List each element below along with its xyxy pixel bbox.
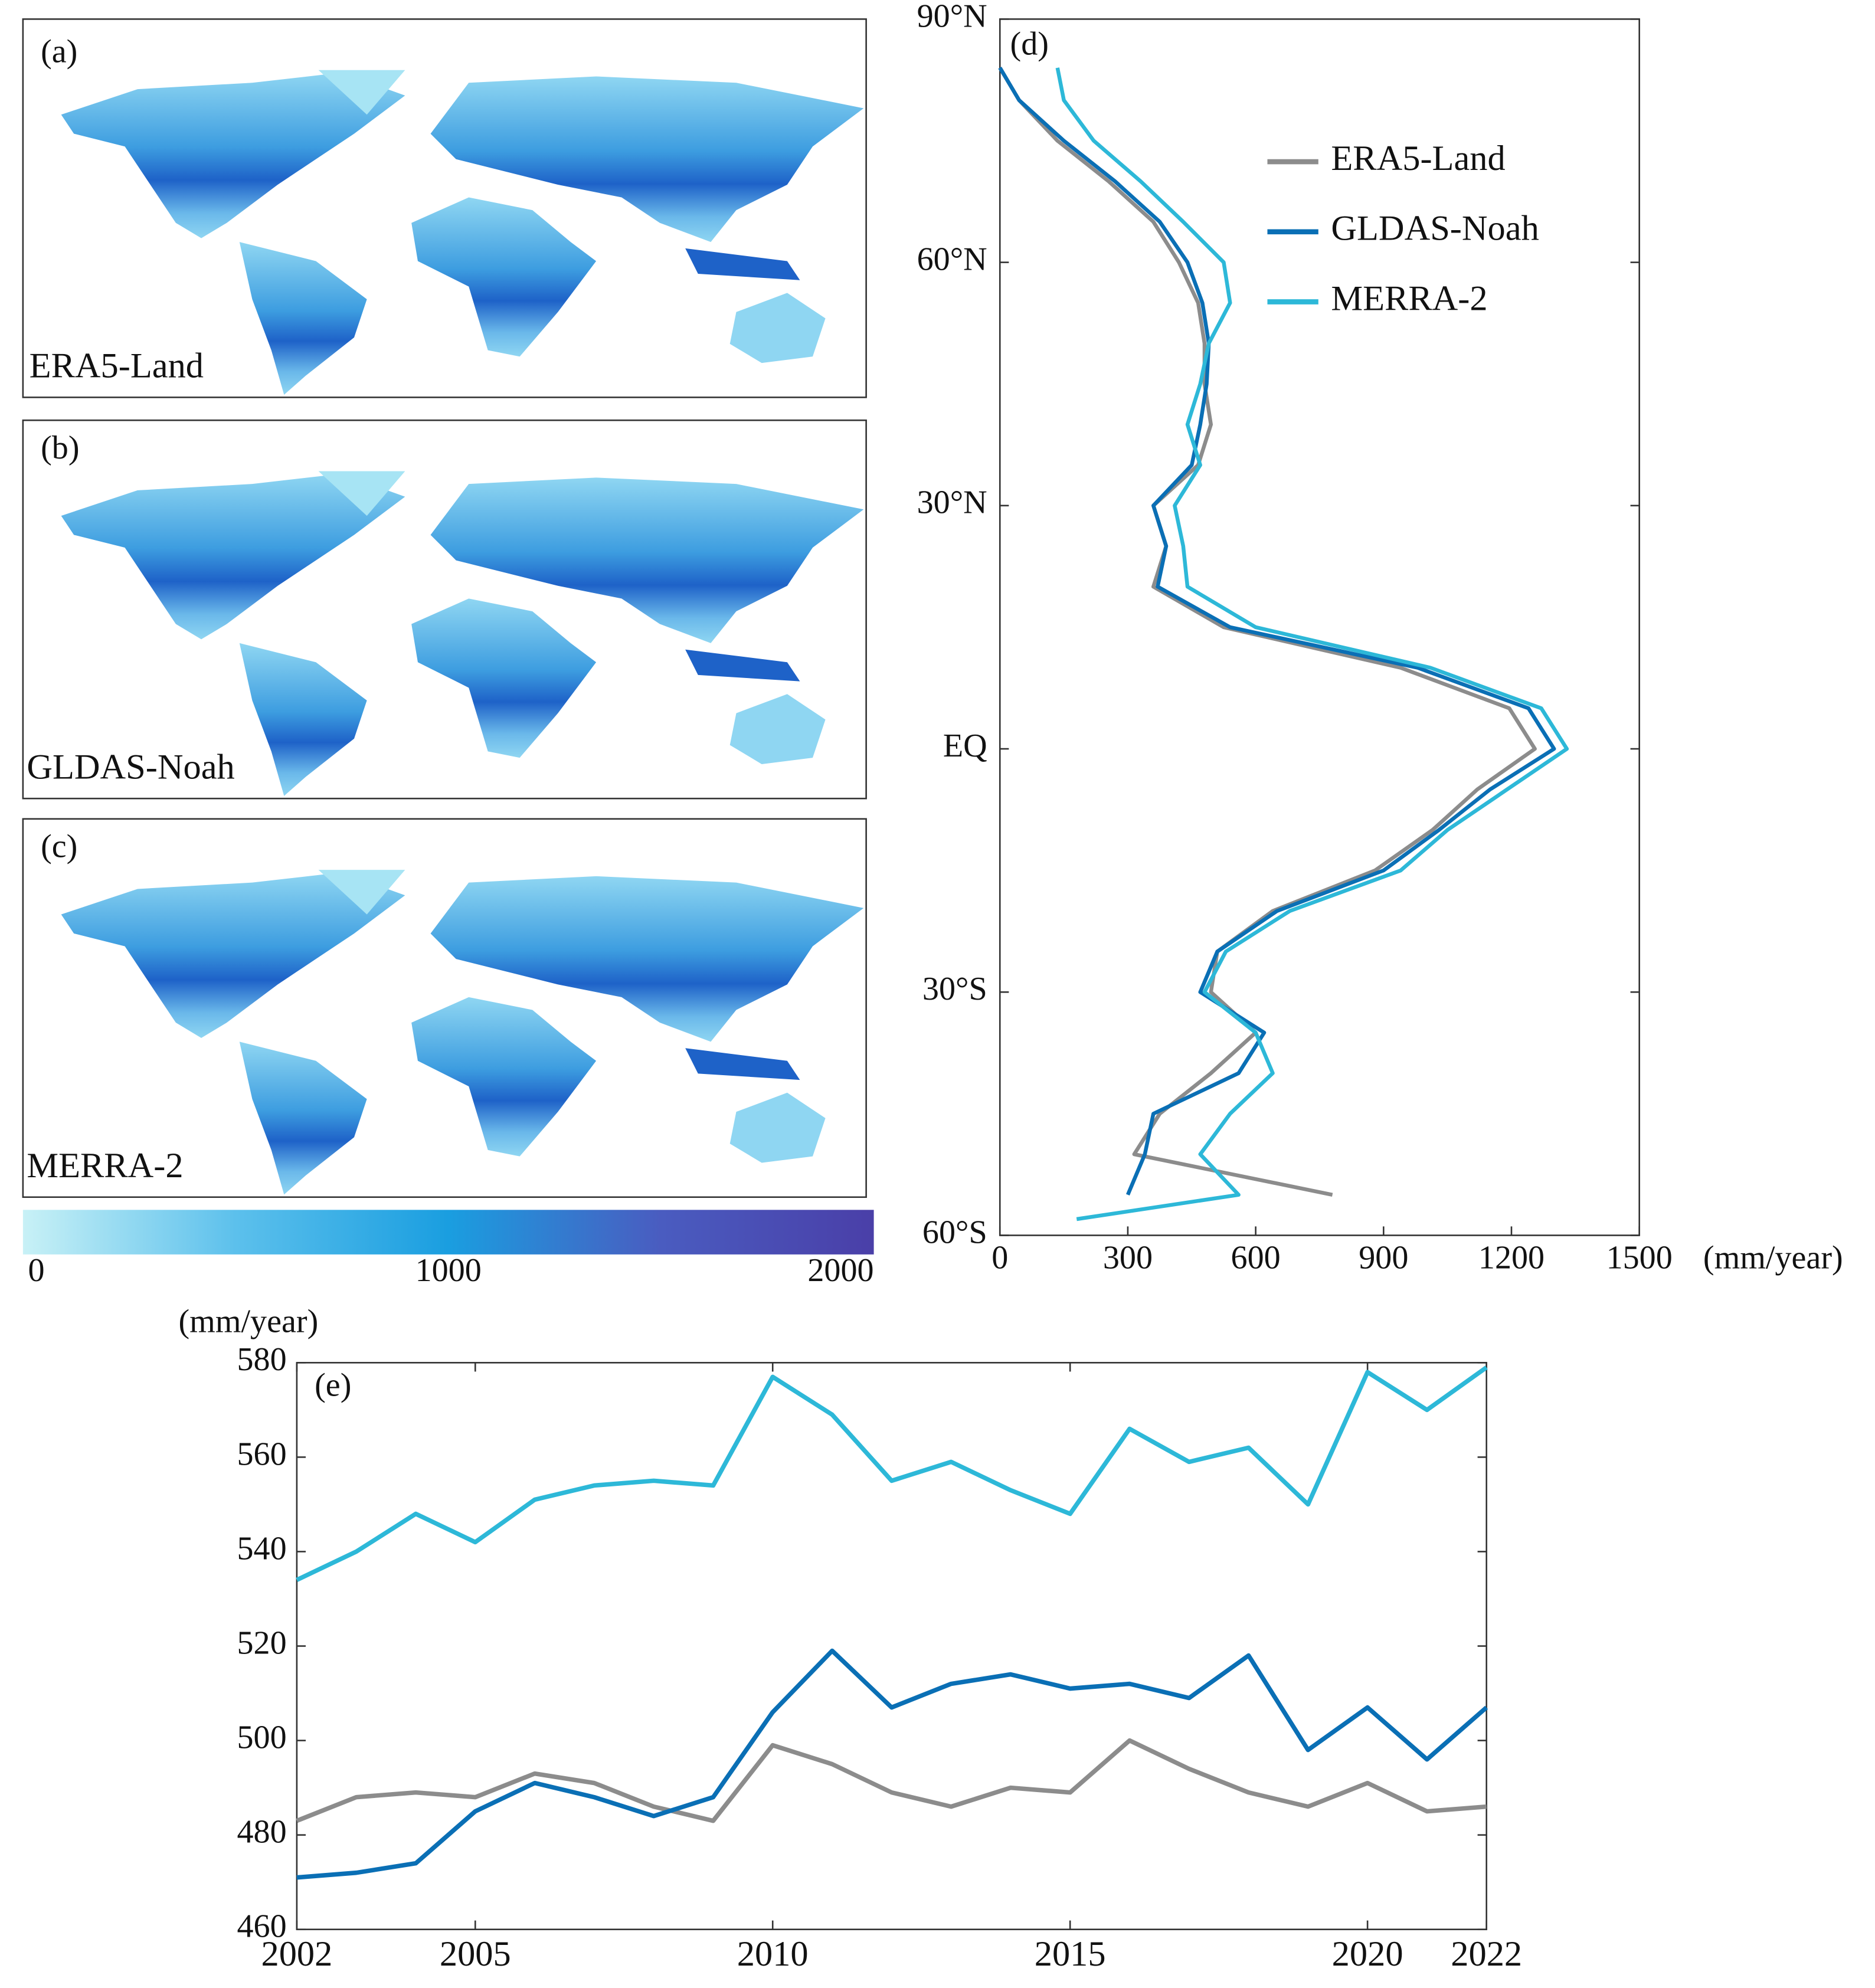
- map-frame: [22, 419, 867, 800]
- chart-d: (d) 90°N 60°N 30°N EQ 30°S 60°S0 300 600 900 1200 1…: [917, 0, 1843, 1276]
- chart-e: (e) 460 480 500 520 540 560 580 2002 2005 2010 2015…: [237, 1341, 1522, 1974]
- series-line: [296, 1738, 1487, 1823]
- colorbar-tick-label: 0: [28, 1252, 45, 1289]
- map-frame: [22, 18, 867, 398]
- x-axis-label: (mm/year): [1703, 1240, 1843, 1276]
- colorbar-tick-label: 2000: [807, 1252, 873, 1289]
- x-tick-label: 2015: [1035, 1934, 1106, 1974]
- y-tick-label: 460: [237, 1908, 286, 1945]
- x-tick-label: 600: [1231, 1240, 1281, 1276]
- profile-line: [998, 67, 1537, 1197]
- map-b: (b) GLDAS-Noah: [22, 419, 867, 800]
- map-label: GLDAS-Noah: [27, 748, 234, 787]
- legend-label: ERA5-Land: [1331, 139, 1505, 178]
- x-tick-label: 300: [1103, 1240, 1153, 1276]
- panel-label: (b): [41, 430, 79, 466]
- x-tick-label: 2022: [1451, 1934, 1522, 1974]
- panel-label: (d): [1010, 26, 1049, 63]
- x-tick-label: 900: [1359, 1240, 1408, 1276]
- x-tick-label: 2002: [261, 1934, 332, 1974]
- y-tick-label: 540: [237, 1530, 286, 1567]
- y-tick-label: 60°S: [922, 1214, 987, 1250]
- x-tick-label: 1200: [1478, 1240, 1544, 1276]
- y-tick-label: 580: [237, 1341, 286, 1378]
- y-tick-label: EQ: [943, 728, 987, 764]
- y-tick-label: 500: [237, 1719, 286, 1756]
- colorbar-bar: [22, 1210, 874, 1255]
- map-a: (a) ERA5-Land: [22, 18, 867, 398]
- legend-label: MERRA-2: [1331, 279, 1487, 318]
- map-frame: [22, 818, 867, 1198]
- x-tick-label: 2005: [440, 1934, 511, 1974]
- x-tick-label: 1500: [1606, 1240, 1673, 1276]
- map-label: ERA5-Land: [30, 346, 204, 386]
- map-label: MERRA-2: [27, 1146, 183, 1185]
- panel-label: (e): [315, 1367, 351, 1403]
- y-tick-label: 30°S: [922, 971, 987, 1007]
- panel-label: (a): [41, 34, 77, 70]
- y-tick-label: 480: [237, 1814, 286, 1851]
- y-tick-label: 90°N: [917, 0, 987, 34]
- x-tick-label: 0: [992, 1240, 1008, 1276]
- x-tick-label: 2010: [737, 1934, 809, 1974]
- plot-frame: [999, 18, 1640, 1236]
- panel-label: (c): [41, 828, 77, 864]
- map-c: (c) MERRA-2: [22, 818, 867, 1198]
- y-tick-label: 30°N: [917, 484, 987, 521]
- y-tick-label: 60°N: [917, 241, 987, 277]
- series-line: [296, 1365, 1488, 1582]
- y-tick-label: 520: [237, 1625, 286, 1661]
- colorbar-tick-label: 1000: [415, 1252, 482, 1289]
- plot-frame: [296, 1362, 1487, 1931]
- x-tick-label: 2020: [1332, 1934, 1403, 1974]
- y-tick-label: 560: [237, 1436, 286, 1472]
- series-line: [296, 1648, 1488, 1880]
- colorbar: 0 1000 2000 (mm/year): [22, 1210, 874, 1339]
- colorbar-unit: (mm/year): [178, 1303, 318, 1339]
- profile-line: [1055, 67, 1569, 1221]
- legend-label: GLDAS-Noah: [1331, 209, 1539, 248]
